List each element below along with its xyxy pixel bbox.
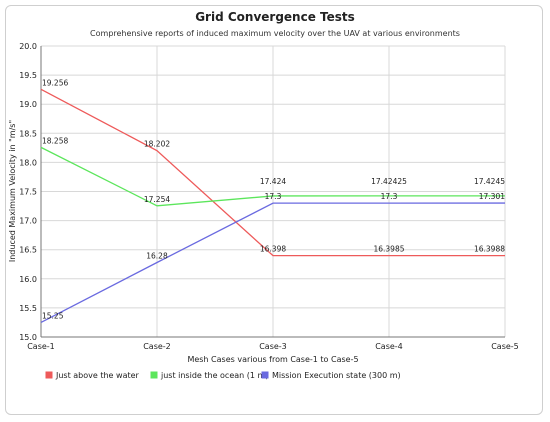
y-tick-label: 15.0 — [19, 333, 37, 342]
data-label: 17.254 — [144, 195, 170, 204]
legend-label-2: just inside the ocean (1 m) — [160, 371, 268, 380]
legend-label-3: Mission Execution state (300 m) — [272, 371, 401, 380]
data-label: 19.256 — [42, 78, 68, 87]
data-label: 15.25 — [42, 311, 64, 320]
data-label: 17.42425 — [371, 177, 407, 186]
y-axis-label: Induced Maximum Velocity in "m/s" — [8, 120, 17, 262]
data-label: 17.3 — [381, 192, 398, 201]
chart-frame — [5, 5, 543, 415]
legend-swatch-2 — [150, 371, 158, 379]
x-tick-label: Case-1 — [27, 342, 55, 351]
x-axis-ticks: Case-1 Case-2 Case-3 Case-4 Case-5 — [27, 342, 519, 351]
data-label: 18.258 — [42, 136, 68, 145]
y-tick-label: 17.0 — [19, 217, 37, 226]
y-tick-label: 19.0 — [19, 100, 37, 109]
y-tick-label: 16.0 — [19, 275, 37, 284]
data-label: 16.398 — [260, 245, 286, 254]
x-tick-label: Case-4 — [375, 342, 403, 351]
data-label: 16.3988 — [474, 245, 505, 254]
legend-swatch-3 — [261, 371, 269, 379]
y-tick-label: 20.0 — [19, 42, 37, 51]
series-line-1 — [40, 88, 506, 257]
series-group — [40, 88, 506, 324]
x-axis-label: Mesh Cases various from Case-1 to Case-5 — [187, 355, 358, 364]
data-label: 16.28 — [146, 252, 168, 261]
x-tick-label: Case-5 — [491, 342, 519, 351]
series-line-2 — [40, 146, 506, 207]
y-tick-label: 18.5 — [19, 129, 37, 138]
y-tick-label: 17.5 — [19, 188, 37, 197]
data-label: 17.3 — [265, 192, 282, 201]
x-tick-label: Case-3 — [259, 342, 287, 351]
y-tick-label: 18.0 — [19, 158, 37, 167]
grid-lines — [40, 45, 506, 338]
data-label: 18.202 — [144, 140, 170, 149]
chart-subtitle: Comprehensive reports of induced maximum… — [90, 29, 460, 38]
y-tick-label: 19.5 — [19, 71, 37, 80]
legend-label-1: Just above the water — [55, 371, 140, 380]
data-label: 17.301 — [479, 192, 505, 201]
data-label: 16.3985 — [373, 245, 404, 254]
data-label: 17.4245 — [474, 177, 505, 186]
series-line-3 — [40, 202, 506, 324]
chart-title: Grid Convergence Tests — [195, 10, 355, 24]
y-axis-ticks: 15.0 15.5 16.0 16.5 17.0 17.5 18.0 18.5 19.0 19.5… — [19, 42, 37, 342]
data-labels: 19.256 18.202 16.398 16.3985 16.3988 18.258 17… — [42, 78, 505, 320]
x-tick-label: Case-2 — [143, 342, 171, 351]
legend: Just above the water just inside the ocea… — [45, 371, 401, 380]
data-label: 17.424 — [260, 177, 286, 186]
y-tick-label: 16.5 — [19, 246, 37, 255]
legend-swatch-1 — [45, 371, 53, 379]
y-tick-label: 15.5 — [19, 304, 37, 313]
